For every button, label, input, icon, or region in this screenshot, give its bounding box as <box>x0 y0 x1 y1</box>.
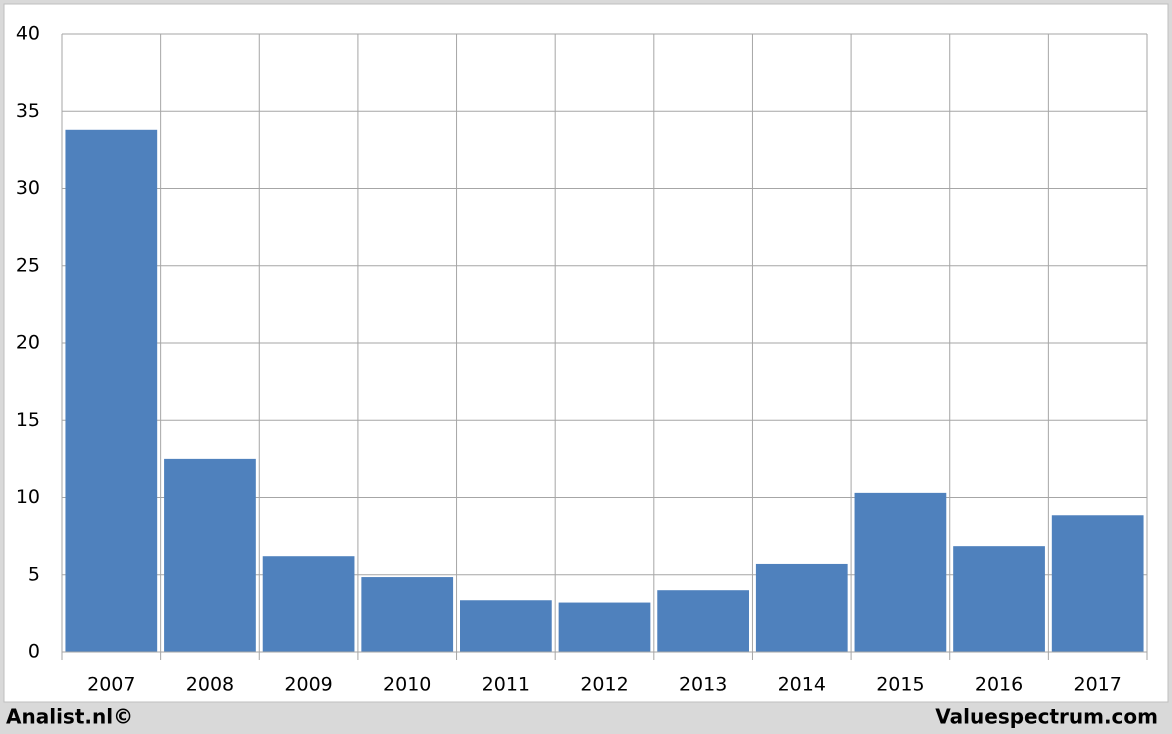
y-tick-label: 5 <box>28 563 40 585</box>
y-tick-label: 10 <box>16 486 40 508</box>
y-tick-label: 15 <box>16 409 40 431</box>
x-tick-label: 2015 <box>876 674 924 696</box>
bar <box>558 602 651 652</box>
bar <box>65 129 158 653</box>
bar <box>459 600 552 652</box>
y-tick-label: 25 <box>16 254 40 276</box>
y-tick-label: 40 <box>16 23 40 45</box>
bar <box>1051 515 1144 652</box>
x-tick-label: 2012 <box>580 674 628 696</box>
x-tick-label: 2011 <box>482 674 530 696</box>
x-tick-label: 2014 <box>778 674 826 696</box>
x-tick-label: 2017 <box>1074 674 1122 696</box>
bar <box>755 563 848 652</box>
x-tick-label: 2010 <box>383 674 431 696</box>
bar <box>262 556 355 652</box>
bar <box>164 458 256 652</box>
x-tick-label: 2007 <box>87 674 135 696</box>
source-right: Valuespectrum.com <box>935 705 1158 729</box>
bar <box>657 590 750 652</box>
bar <box>854 492 947 652</box>
x-tick-label: 2013 <box>679 674 727 696</box>
y-tick-label: 30 <box>16 177 40 199</box>
y-tick-label: 20 <box>16 332 40 354</box>
y-tick-label: 35 <box>16 100 40 122</box>
x-tick-label: 2008 <box>186 674 234 696</box>
x-tick-label: 2016 <box>975 674 1023 696</box>
bar <box>361 577 454 652</box>
x-tick-label: 2009 <box>284 674 332 696</box>
source-left: Analist.nl© <box>6 705 133 729</box>
y-tick-label: 0 <box>28 641 40 663</box>
bar <box>953 546 1045 652</box>
